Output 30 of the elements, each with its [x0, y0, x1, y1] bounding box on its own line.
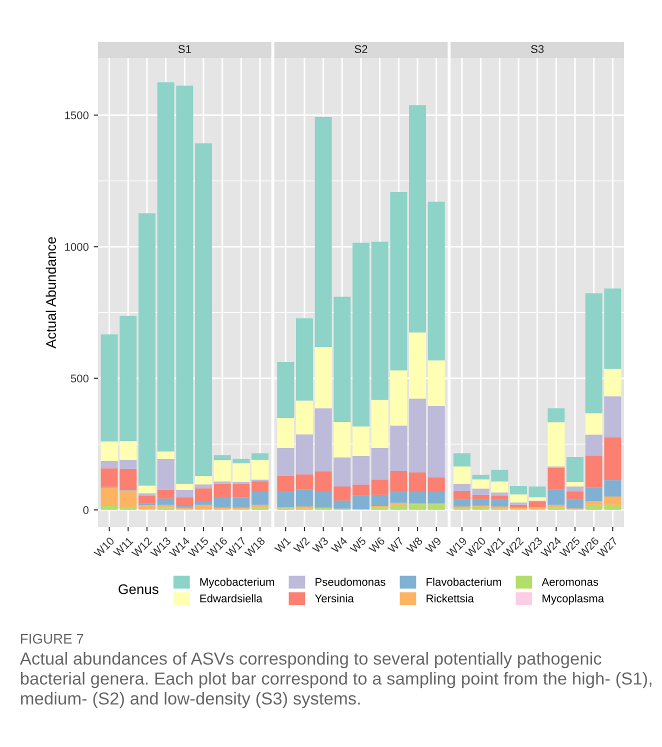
x-tick-label: W4 [330, 536, 348, 554]
y-tick-label: 1500 [65, 111, 89, 120]
legend-label: Edwardsiella [200, 594, 262, 602]
y-tick-label: 0 [83, 506, 89, 514]
y-axis-title: Actual Abundance [46, 237, 56, 348]
legend-label: Aeromonas [542, 578, 598, 586]
legend-label: Mycobacterium [200, 578, 274, 588]
y-tick-label: 1000 [65, 242, 89, 251]
legend-title: Genus [118, 584, 158, 594]
legend-label: Flavobacterium [426, 578, 501, 586]
x-tick-label: W7 [387, 536, 404, 554]
x-tick-label: W2 [292, 536, 310, 554]
x-tick-label: W3 [312, 536, 329, 554]
legend-label: Pseudomonas [316, 578, 386, 586]
x-tick-label: W8 [406, 536, 423, 554]
legend-label: Rickettsia [426, 594, 474, 602]
chart-title: S2 [354, 45, 368, 54]
caption: FIGURE 7 [21, 634, 84, 644]
chart-title: S3 [531, 45, 544, 54]
y-tick-label: 500 [70, 374, 89, 382]
x-tick-label: W6 [368, 536, 386, 554]
x-tick-label: W11 [112, 536, 134, 558]
chart-title: S1 [178, 45, 191, 54]
x-tick-label: W1 [274, 536, 291, 554]
x-tick-label: W9 [424, 536, 442, 554]
x-tick-label: W21 [484, 536, 505, 558]
legend-label: Yersinia [314, 594, 354, 602]
legend-label: Mycoplasma [542, 594, 604, 605]
x-tick-label: W5 [350, 536, 366, 554]
text: Actual abundances of ASVs corresponding to several potentially pathogenic bacterial genera. Each plot bar correspond to a sampling point from the high- (S1), medium- (S2) and low-density (S3) systems. [20, 652, 652, 708]
